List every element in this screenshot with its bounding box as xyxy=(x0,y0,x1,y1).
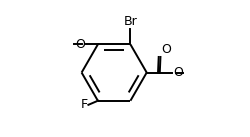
Text: O: O xyxy=(173,66,183,79)
Text: O: O xyxy=(161,43,171,56)
Text: F: F xyxy=(81,98,88,111)
Text: Br: Br xyxy=(124,15,137,28)
Text: O: O xyxy=(76,38,85,51)
